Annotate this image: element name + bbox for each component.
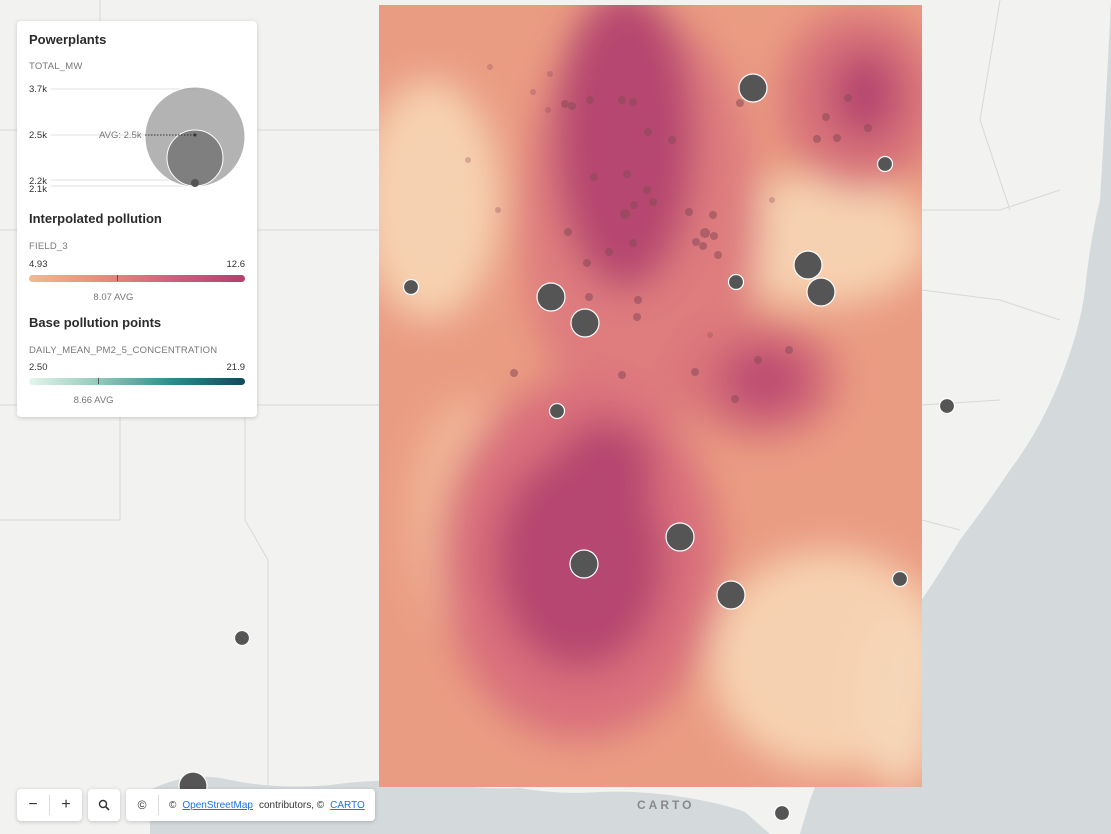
- base-points-color-ramp: [29, 378, 245, 385]
- search-button[interactable]: [88, 789, 120, 821]
- powerplant-marker: [716, 580, 746, 610]
- attribution-text: © OpenStreetMap contributors, © CARTO: [159, 800, 375, 811]
- zoom-in-button[interactable]: +: [61, 796, 71, 813]
- powerplant-marker: [569, 549, 599, 579]
- base-points-legend-title: Base pollution points: [29, 315, 162, 330]
- powerplant-marker: [738, 73, 768, 103]
- attribution-control: © © OpenStreetMap contributors, © CARTO: [126, 789, 375, 821]
- powerplant-marker: [876, 155, 894, 173]
- base-points-max: 21.9: [226, 362, 246, 373]
- base-pollution-points: [465, 64, 872, 403]
- powerplants-avg-label: AVG: 2.5k: [99, 130, 142, 141]
- interpolated-field-name: FIELD_3: [29, 241, 68, 252]
- powerplant-marker: [570, 308, 600, 338]
- carto-link[interactable]: CARTO: [330, 799, 365, 811]
- interpolated-avg-tick: [117, 275, 119, 281]
- base-points-field-name: DAILY_MEAN_PM2_5_CONCENTRATION: [29, 345, 218, 356]
- powerplants-tick-max: 3.7k: [29, 84, 47, 95]
- base-points-min: 2.50: [29, 362, 48, 373]
- atlantic-ocean-water: [800, 0, 1111, 834]
- powerplant-marker: [233, 629, 251, 647]
- attribution-toggle-button[interactable]: ©: [137, 798, 147, 812]
- attribution-prefix: ©: [169, 799, 177, 811]
- powerplant-marker: [536, 282, 566, 312]
- attribution-mid: contributors, ©: [258, 799, 325, 811]
- base-points-avg-tick: [97, 378, 99, 384]
- zoom-out-button[interactable]: −: [28, 796, 38, 813]
- interpolated-legend-title: Interpolated pollution: [29, 211, 162, 226]
- powerplant-marker: [891, 570, 909, 588]
- zoom-divider: [49, 795, 50, 815]
- legend-panel: Powerplants TOTAL_MW 3.7k 2.5k 2.2k 2.1k…: [17, 21, 257, 417]
- powerplants-tick-third: 2.2k: [29, 176, 47, 187]
- interpolated-pollution-layer: [379, 5, 922, 787]
- openstreetmap-link[interactable]: OpenStreetMap: [182, 799, 253, 811]
- powerplant-marker: [665, 522, 695, 552]
- powerplants-layer: [178, 73, 956, 822]
- attribution-divider: [158, 795, 159, 815]
- powerplant-marker: [727, 273, 745, 291]
- interpolated-min: 4.93: [29, 259, 48, 270]
- search-control: [88, 789, 120, 821]
- carto-watermark: CARTO: [637, 798, 695, 812]
- base-points-avg-label: 8.66 AVG: [73, 395, 114, 406]
- zoom-controls: − +: [17, 789, 82, 821]
- powerplant-marker: [402, 278, 420, 296]
- powerplant-marker: [548, 402, 566, 420]
- powerplants-size-legend: [51, 86, 246, 188]
- search-icon: [98, 799, 110, 811]
- interpolated-avg-label: 8.07 AVG: [93, 292, 134, 303]
- powerplants-tick-avg: 2.5k: [29, 130, 47, 141]
- powerplants-legend-title: Powerplants: [29, 32, 107, 47]
- interpolated-color-ramp: [29, 275, 245, 282]
- powerplant-marker: [938, 397, 956, 415]
- powerplant-marker: [806, 277, 836, 307]
- powerplants-field-name: TOTAL_MW: [29, 61, 83, 72]
- powerplants-tick-min: 2.1k: [29, 184, 47, 195]
- powerplant-marker: [793, 250, 823, 280]
- powerplant-marker: [773, 804, 791, 822]
- map-controls: − + © © OpenStreetMap contributors, © CA…: [17, 789, 375, 821]
- interpolated-max: 12.6: [226, 259, 246, 270]
